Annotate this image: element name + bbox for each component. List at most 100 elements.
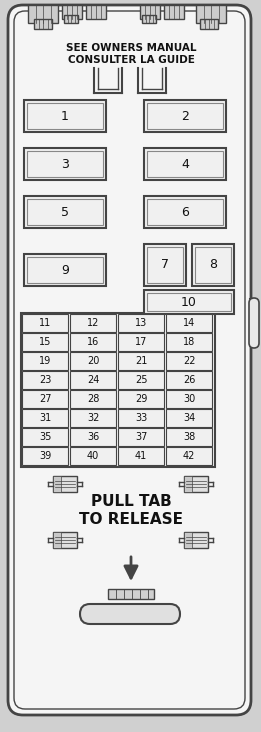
Text: 12: 12 — [87, 318, 99, 328]
Bar — [166, 447, 212, 465]
Bar — [118, 333, 164, 351]
Text: 30: 30 — [183, 394, 195, 404]
Text: 23: 23 — [39, 375, 51, 385]
Text: 24: 24 — [87, 375, 99, 385]
Text: 4: 4 — [181, 157, 189, 171]
Bar — [70, 428, 116, 446]
Bar — [166, 314, 212, 332]
Bar — [53, 532, 77, 548]
Text: 8: 8 — [209, 258, 217, 272]
Text: 37: 37 — [135, 432, 147, 442]
Bar — [64, 15, 78, 23]
Text: 10: 10 — [181, 296, 197, 308]
Text: CONSULTER LA GUIDE: CONSULTER LA GUIDE — [68, 55, 194, 65]
Text: 22: 22 — [183, 356, 195, 366]
Bar — [147, 151, 223, 177]
Text: SEE OWNERS MANUAL: SEE OWNERS MANUAL — [66, 43, 196, 53]
FancyBboxPatch shape — [8, 5, 251, 715]
FancyBboxPatch shape — [249, 298, 259, 348]
Bar — [21, 313, 215, 467]
Bar — [53, 476, 61, 492]
Bar — [70, 390, 116, 408]
Bar — [118, 371, 164, 389]
Bar — [86, 5, 106, 19]
Bar — [70, 314, 116, 332]
Bar — [22, 428, 68, 446]
Bar — [192, 244, 234, 286]
Text: 20: 20 — [87, 356, 99, 366]
Bar — [144, 148, 226, 180]
Bar — [118, 409, 164, 427]
Bar — [147, 103, 223, 129]
Text: 34: 34 — [183, 413, 195, 423]
Bar — [166, 409, 212, 427]
Text: 1: 1 — [61, 110, 69, 122]
Bar — [166, 352, 212, 370]
Bar — [118, 352, 164, 370]
Text: 35: 35 — [39, 432, 51, 442]
Text: TO RELEASE: TO RELEASE — [79, 512, 183, 528]
Bar — [144, 100, 226, 132]
Bar — [166, 390, 212, 408]
Bar — [144, 196, 226, 228]
Bar — [195, 247, 231, 283]
Text: 28: 28 — [87, 394, 99, 404]
FancyBboxPatch shape — [80, 604, 180, 624]
Text: 3: 3 — [61, 157, 69, 171]
Text: 15: 15 — [39, 337, 51, 347]
Text: 40: 40 — [87, 451, 99, 461]
Text: 36: 36 — [87, 432, 99, 442]
Bar — [22, 333, 68, 351]
Text: 18: 18 — [183, 337, 195, 347]
Bar — [70, 333, 116, 351]
Text: 26: 26 — [183, 375, 195, 385]
Bar — [196, 5, 226, 23]
Text: 11: 11 — [39, 318, 51, 328]
Bar — [184, 476, 208, 492]
Bar — [142, 15, 156, 23]
Bar — [118, 428, 164, 446]
Bar — [200, 19, 218, 29]
Text: 17: 17 — [135, 337, 147, 347]
Text: 2: 2 — [181, 110, 189, 122]
Bar — [22, 371, 68, 389]
Bar — [140, 5, 160, 19]
Text: 16: 16 — [87, 337, 99, 347]
Bar — [166, 333, 212, 351]
Bar — [53, 476, 77, 492]
Bar — [144, 290, 234, 314]
Bar — [22, 390, 68, 408]
Text: 9: 9 — [61, 264, 69, 277]
Text: 6: 6 — [181, 206, 189, 218]
Bar — [28, 5, 58, 23]
Bar — [184, 532, 208, 548]
Bar — [22, 352, 68, 370]
Bar — [166, 428, 212, 446]
Text: 21: 21 — [135, 356, 147, 366]
Bar — [24, 196, 106, 228]
Bar — [108, 589, 154, 599]
Bar — [70, 371, 116, 389]
Bar — [22, 314, 68, 332]
Text: 42: 42 — [183, 451, 195, 461]
Bar — [118, 390, 164, 408]
Text: 14: 14 — [183, 318, 195, 328]
Text: 25: 25 — [135, 375, 147, 385]
Bar — [27, 199, 103, 225]
Bar — [70, 352, 116, 370]
Bar — [70, 409, 116, 427]
Bar — [118, 314, 164, 332]
Bar — [147, 293, 231, 311]
Text: 32: 32 — [87, 413, 99, 423]
Text: 29: 29 — [135, 394, 147, 404]
Bar — [22, 409, 68, 427]
Bar — [62, 5, 82, 19]
Bar — [22, 447, 68, 465]
Bar — [53, 532, 61, 548]
Bar — [164, 5, 184, 19]
Bar — [144, 244, 186, 286]
Text: 38: 38 — [183, 432, 195, 442]
Text: 27: 27 — [39, 394, 51, 404]
Text: 13: 13 — [135, 318, 147, 328]
Bar — [147, 247, 183, 283]
